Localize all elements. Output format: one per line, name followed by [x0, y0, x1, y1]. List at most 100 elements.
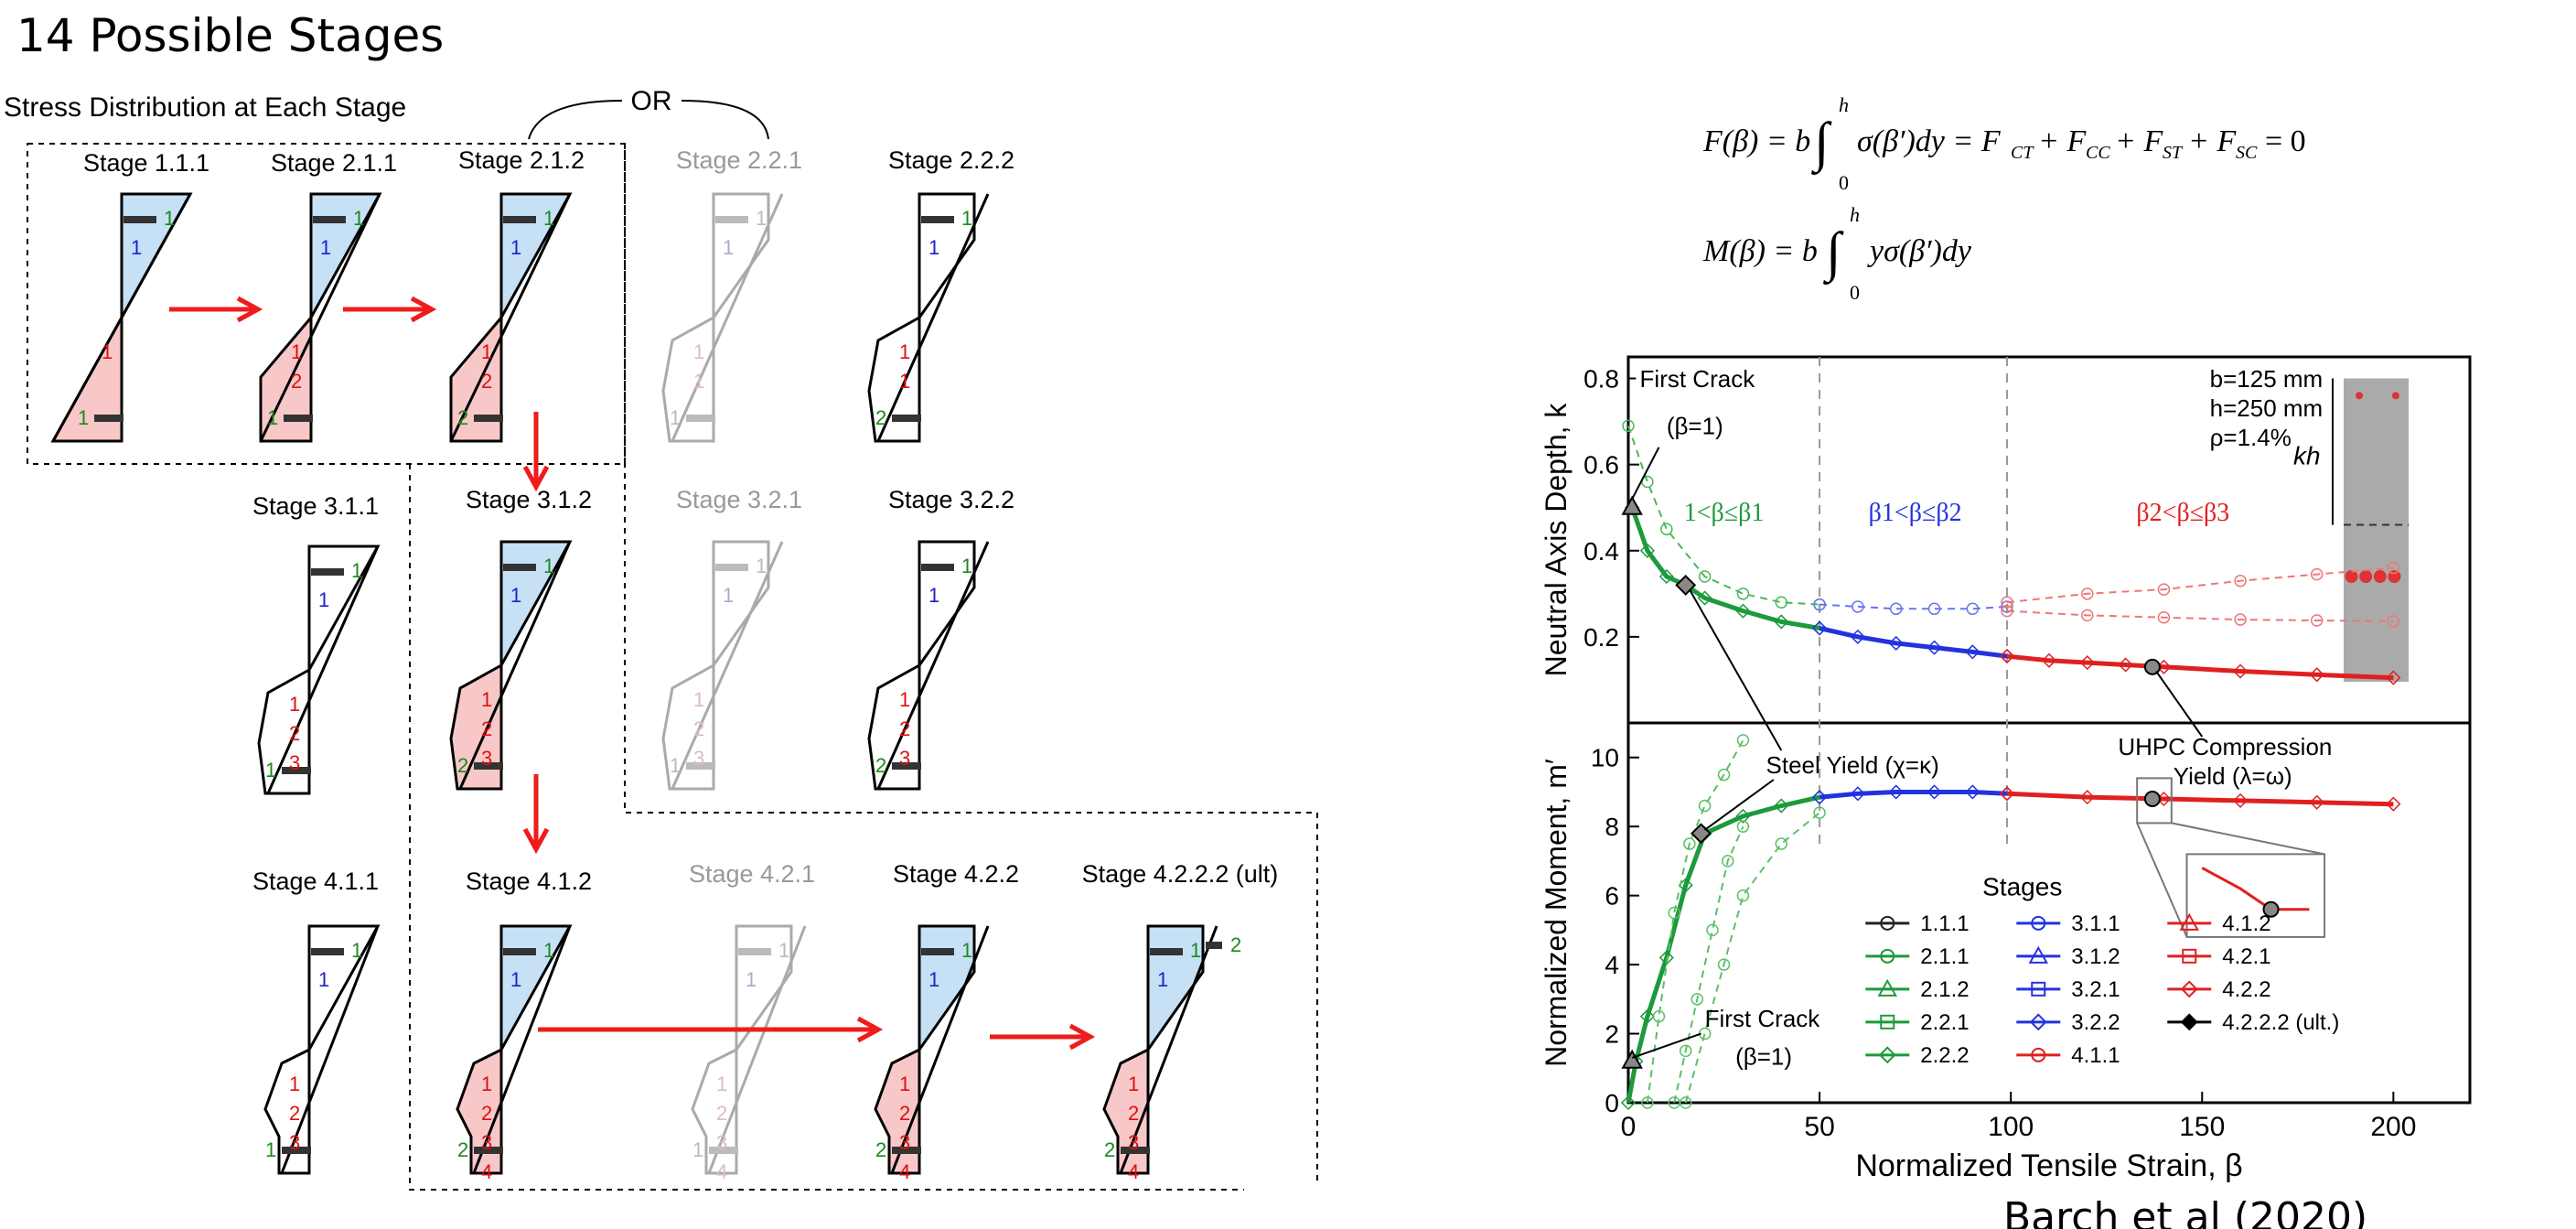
legend-label-1: 2.1.1: [1920, 944, 1969, 969]
top-series-6-pt-4: [2310, 614, 2324, 627]
svg-text:2: 2: [481, 370, 492, 393]
svg-text:2: 2: [457, 754, 468, 777]
svg-text:4: 4: [481, 1160, 492, 1183]
top-series-0-pt-4: [1697, 590, 1712, 606]
bot-series-3-pt-6: [1736, 734, 1750, 747]
svg-text:2: 2: [457, 1138, 468, 1161]
anno-line-fc-bot: [1631, 1032, 1701, 1059]
svg-text:3: 3: [481, 1131, 492, 1154]
bot-series-5-pt-0: [1679, 1096, 1692, 1109]
uhpc-marker-bot: [2143, 791, 2161, 807]
top-series-5-pt-5: [2387, 561, 2400, 575]
top-series-6-pt-3: [2234, 613, 2247, 626]
top-series-4-pt-5: [2001, 600, 2013, 613]
top-series-0: [1629, 506, 1820, 631]
xtick-label-4: 200: [2370, 1112, 2416, 1142]
zoom-marker: [2262, 900, 2280, 918]
section-note-1: h=250 mm: [2210, 394, 2324, 422]
anno-first-crack-bot-beta: (β=1): [1735, 1043, 1792, 1071]
svg-text:CT: CT: [2011, 143, 2034, 163]
anno-uhpc-1: UHPC Compression: [2118, 733, 2332, 760]
legend-title: Stages: [1982, 873, 2062, 901]
bot-series-4-pt-3: [1706, 923, 1719, 937]
anno-line-sy-bot: [1704, 779, 1775, 831]
svg-text:= 0: = 0: [2265, 124, 2306, 158]
svg-text:4: 4: [899, 1160, 910, 1183]
xtick-label-1: 50: [1804, 1112, 1834, 1142]
top-series-6-pt-5: [2387, 615, 2400, 628]
bot-series-2-pt-3: [2233, 792, 2249, 808]
legend-label-0: 1.1.1: [1920, 911, 1969, 936]
xtick-label-2: 100: [1988, 1112, 2034, 1142]
svg-text:1: 1: [928, 968, 939, 991]
legend-label-11: 4.2.1: [2222, 944, 2270, 969]
top-series-3-pt-0: [1622, 419, 1635, 433]
svg-text:1: 1: [1190, 939, 1201, 962]
svg-text:2: 2: [716, 1102, 727, 1125]
bot-series-5-pt-4: [1775, 837, 1788, 850]
xtick-label-0: 0: [1621, 1112, 1637, 1142]
svg-text:2: 2: [291, 370, 302, 393]
label-s211: Stage 2.1.1: [271, 149, 397, 177]
svg-text:1: 1: [267, 406, 278, 429]
svg-text:3: 3: [899, 1131, 910, 1154]
arrow-412-422: [538, 1016, 884, 1043]
svg-text:h: h: [1850, 203, 1860, 226]
region-label-1: β1<β≤β2: [1869, 499, 1962, 527]
legend-label-3: 2.2.1: [1920, 1010, 1969, 1035]
bot-series-4: [1673, 825, 1744, 1104]
top-series-0-pt-2: [1658, 568, 1674, 585]
equations: F(β) = b ∫h0σ(β′)dy = F CT + F CC + F ST + F SC =…: [1702, 93, 2306, 304]
label-s411: Stage 4.1.1: [252, 868, 379, 895]
bot-ytick-label-3: 6: [1605, 882, 1619, 911]
zoom-curve: [2201, 867, 2310, 911]
bot-series-3-pt-5: [1717, 768, 1731, 782]
svg-text:1: 1: [961, 555, 972, 577]
region-label-2: β2<β≤β3: [2136, 499, 2229, 527]
svg-text:1: 1: [693, 340, 704, 363]
legend-item-1: 2.1.1: [1865, 944, 1970, 969]
bot-rebar-1: [2359, 570, 2373, 583]
bot-series-1-pt-2: [1888, 784, 1904, 800]
top-series-4-pt-3: [1927, 602, 1941, 616]
svg-text:4: 4: [716, 1160, 727, 1183]
svg-text:SC: SC: [2236, 143, 2258, 163]
top-series-2-pt-1: [2041, 652, 2057, 668]
svg-text:1: 1: [723, 236, 734, 259]
svg-text:1: 1: [543, 207, 554, 230]
svg-text:0: 0: [1850, 281, 1860, 304]
top-series-5-pt-3: [2234, 574, 2247, 588]
or-bracket-left: [528, 100, 623, 140]
svg-text:∫: ∫: [1823, 221, 1844, 286]
top-series-6: [2006, 609, 2394, 622]
top-series-5-pt-1: [2081, 588, 2094, 600]
svg-text:1: 1: [289, 693, 300, 716]
svg-text:2: 2: [875, 406, 886, 429]
svg-text:1: 1: [265, 1138, 276, 1161]
top-series-0-pt-5: [1735, 603, 1751, 619]
bot-series-0-pt-2: [1639, 1008, 1655, 1024]
bot-ytick-label-1: 2: [1605, 1020, 1619, 1049]
top-series-3-pt-4: [1736, 588, 1750, 600]
top-rebar-0: [2356, 392, 2364, 400]
equation-moment: M(β) = b ∫ h 0 yσ(β′)dy: [1702, 203, 1972, 304]
svg-text:1: 1: [1128, 1073, 1139, 1095]
legend-label-7: 3.2.1: [2071, 977, 2120, 1002]
svg-text:2: 2: [289, 1102, 300, 1125]
top-series-6-pt-0: [2001, 604, 2013, 618]
legend-item-9: 4.1.1: [2016, 1043, 2120, 1068]
x-axis-label: Normalized Tensile Strain, β: [1855, 1148, 2242, 1183]
svg-text:1: 1: [131, 236, 142, 259]
svg-text:1: 1: [78, 406, 89, 429]
anno-first-crack-bot: First Crack: [1705, 1005, 1821, 1032]
label-s111: Stage 1.1.1: [83, 149, 209, 177]
bot-series-5-pt-3: [1736, 889, 1750, 902]
legend-item-7: 3.2.1: [2016, 977, 2120, 1002]
label-s422: Stage 4.2.2: [893, 860, 1019, 888]
bot-series-0-pt-7: [1774, 798, 1789, 814]
top-series-4-pt-4: [1966, 602, 1980, 616]
